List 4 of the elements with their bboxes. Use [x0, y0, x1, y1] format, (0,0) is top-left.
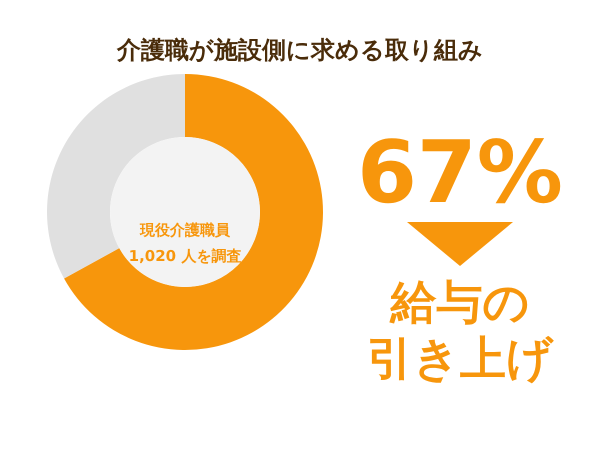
chart-title: 介護職が施設側に求める取り組み	[116, 36, 483, 64]
legend-label: 給与の引き上げ	[367, 275, 554, 385]
data-label: 67%	[357, 123, 563, 223]
text: 現役介護職員 1,020 人を調査	[128, 221, 242, 265]
